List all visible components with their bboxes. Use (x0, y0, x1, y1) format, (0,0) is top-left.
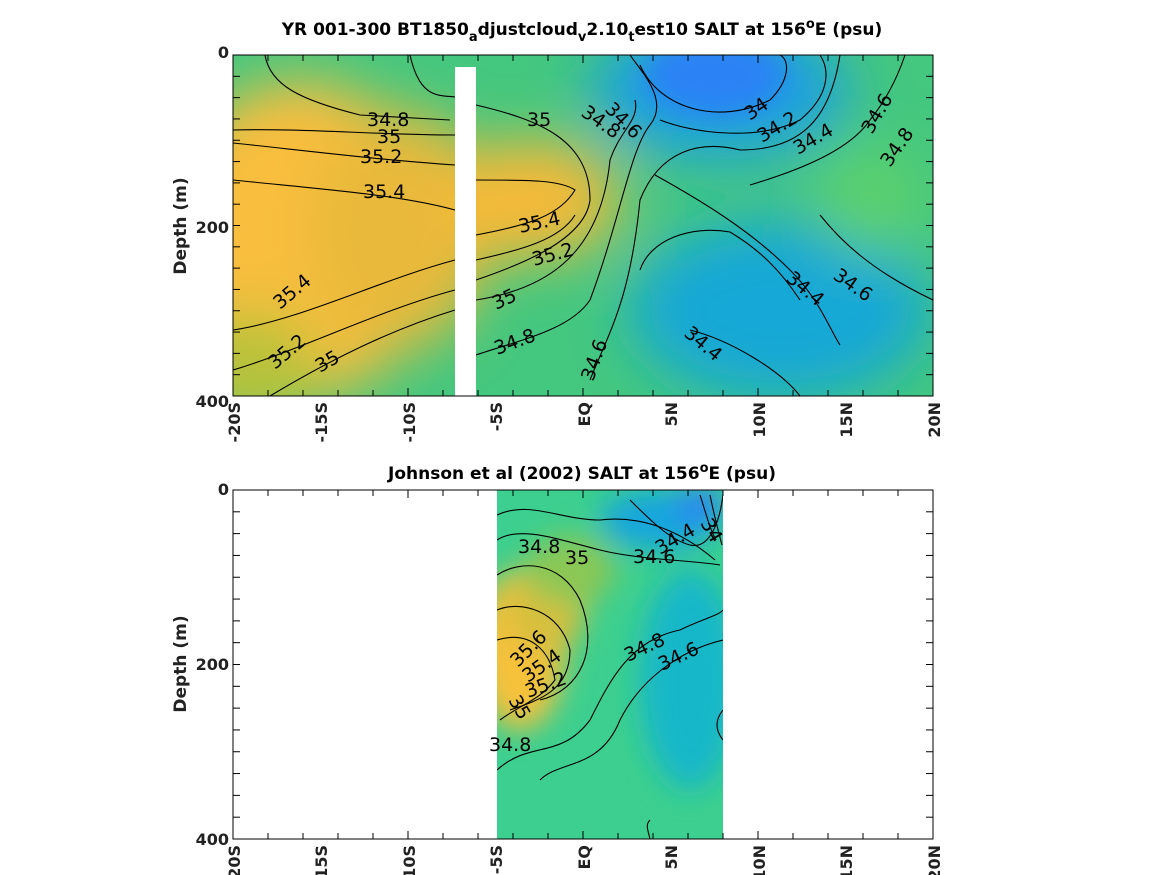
top-y-tick-label: 0 (218, 43, 229, 62)
contour-label: 34.8 (489, 734, 531, 756)
top-x-tick-label: EQ (575, 402, 594, 427)
bottom-x-tick-label: 5N (662, 845, 681, 870)
contour-label: 35 (565, 547, 589, 569)
bottom-salinity-field (497, 490, 723, 839)
top-x-tick-label: 15N (837, 402, 856, 438)
top-salinity-field (233, 55, 933, 396)
bottom-x-tick-label: -5S (487, 845, 506, 874)
bottom-y-tick-label: 400 (196, 830, 229, 849)
top-y-axis-label: Depth (m) (171, 177, 191, 274)
contour-label: 35.4 (363, 181, 405, 203)
top-x-tick-label: -5S (487, 402, 506, 431)
top-panel: YR 001-300 BT1850adjustcloudv2.10test10 … (171, 17, 944, 442)
contour-label: 34.8 (518, 536, 560, 558)
bottom-panel: Johnson et al (2002) SALT at 156oE (psu) (171, 461, 944, 875)
top-x-tick-label: -15S (312, 402, 331, 442)
bottom-contour-lines (497, 494, 723, 839)
contour-label: 34.6 (633, 546, 675, 568)
bottom-x-tick-label: 15N (837, 845, 856, 875)
bottom-y-axis-label: Depth (m) (171, 615, 191, 712)
bottom-x-tick-label: EQ (575, 845, 594, 870)
contour-label: 35 (527, 109, 551, 131)
top-x-tick-label: -10S (400, 402, 419, 442)
bottom-x-tick-labels: 20S 15S 10S -5S EQ 5N 10N 15N 20N (225, 845, 944, 875)
top-tick-marks (232, 54, 934, 397)
top-y-tick-label: 400 (196, 392, 229, 411)
contour-label: 34.8 (367, 109, 409, 131)
contour-label: 35 (377, 126, 401, 148)
top-x-tick-label: 10N (750, 402, 769, 438)
top-x-tick-labels: -20S -15S -10S -5S EQ 5N 10N 15N 20N (225, 402, 944, 442)
bottom-tick-marks (232, 489, 934, 840)
bottom-x-tick-label: 20N (925, 845, 944, 875)
bottom-title: Johnson et al (2002) SALT at 156oE (psu) (387, 461, 776, 484)
top-masked-strip (455, 67, 476, 396)
bottom-y-tick-label: 200 (196, 655, 229, 674)
bottom-x-tick-label: 15S (312, 845, 331, 875)
top-x-tick-label: -20S (225, 402, 244, 442)
top-x-tick-label: 20N (925, 402, 944, 438)
top-y-tick-label: 200 (196, 218, 229, 237)
top-contour-lines (233, 55, 933, 396)
bottom-x-tick-label: 20S (225, 845, 244, 875)
bottom-x-tick-label: 10N (750, 845, 769, 875)
top-x-tick-label: 5N (662, 402, 681, 427)
bottom-x-tick-label: 10S (400, 845, 419, 875)
top-title: YR 001-300 BT1850adjustcloudv2.10test10 … (281, 17, 882, 45)
contour-label: 35.2 (360, 146, 402, 168)
bottom-y-tick-label: 0 (218, 480, 229, 499)
